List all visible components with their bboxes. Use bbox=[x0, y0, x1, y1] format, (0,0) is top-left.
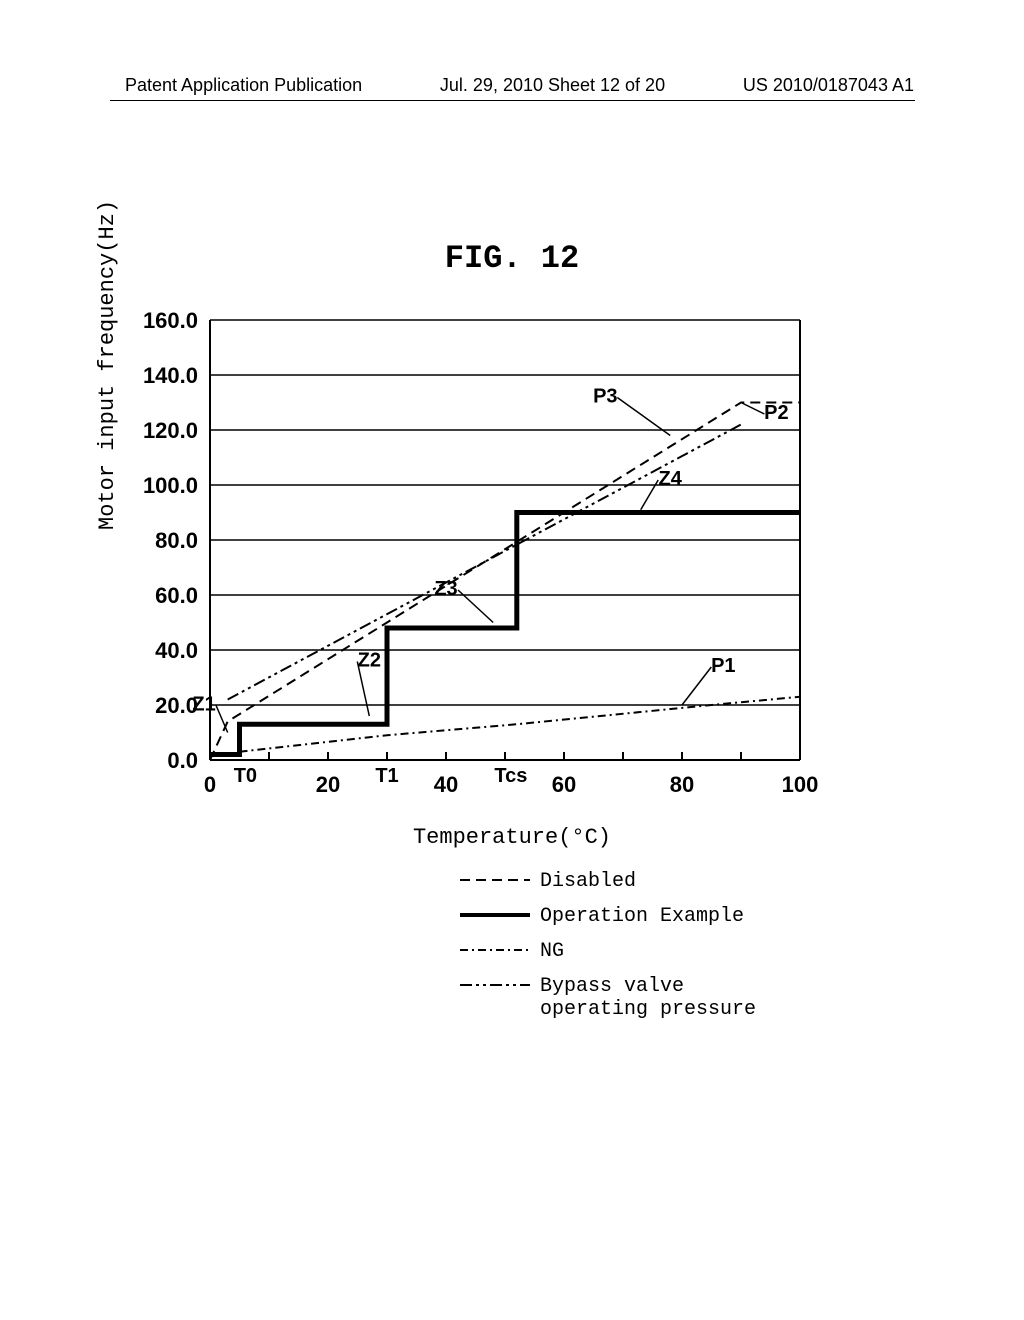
svg-text:140.0: 140.0 bbox=[143, 363, 198, 388]
legend-item: NG bbox=[460, 940, 756, 963]
svg-text:20: 20 bbox=[316, 772, 340, 797]
svg-text:P2: P2 bbox=[764, 402, 788, 424]
svg-text:P3: P3 bbox=[593, 386, 617, 408]
svg-text:T0: T0 bbox=[234, 765, 257, 787]
svg-text:0: 0 bbox=[204, 772, 216, 797]
svg-text:Tcs: Tcs bbox=[494, 765, 527, 787]
svg-text:40.0: 40.0 bbox=[155, 638, 198, 663]
legend-item: Disabled bbox=[460, 870, 756, 893]
legend-label: NG bbox=[540, 940, 564, 963]
svg-text:160.0: 160.0 bbox=[143, 308, 198, 333]
svg-text:120.0: 120.0 bbox=[143, 418, 198, 443]
svg-text:P1: P1 bbox=[711, 655, 735, 677]
svg-text:80: 80 bbox=[670, 772, 694, 797]
svg-text:T1: T1 bbox=[375, 765, 398, 787]
legend-label: Operation Example bbox=[540, 905, 744, 928]
legend-line-icon bbox=[460, 940, 530, 960]
svg-text:Z2: Z2 bbox=[358, 650, 381, 672]
svg-text:Z4: Z4 bbox=[659, 468, 683, 490]
svg-text:60: 60 bbox=[552, 772, 576, 797]
chart: 0.020.040.060.080.0100.0120.0140.0160.00… bbox=[0, 0, 1024, 820]
legend-line-icon bbox=[460, 975, 530, 995]
legend-label: Bypass valve operating pressure bbox=[540, 975, 756, 1021]
x-axis-label: Temperature(°C) bbox=[0, 825, 1024, 850]
svg-text:Z1: Z1 bbox=[192, 694, 215, 716]
svg-text:80.0: 80.0 bbox=[155, 528, 198, 553]
svg-text:Z3: Z3 bbox=[434, 578, 457, 600]
svg-text:0.0: 0.0 bbox=[167, 748, 198, 773]
legend-line-icon bbox=[460, 905, 530, 925]
legend-item: Operation Example bbox=[460, 905, 756, 928]
svg-text:100: 100 bbox=[782, 772, 819, 797]
svg-text:40: 40 bbox=[434, 772, 458, 797]
legend-line-icon bbox=[460, 870, 530, 890]
legend: Disabled Operation Example NG Bypass valve … bbox=[460, 870, 756, 1033]
legend-label: Disabled bbox=[540, 870, 636, 893]
svg-text:100.0: 100.0 bbox=[143, 473, 198, 498]
svg-text:60.0: 60.0 bbox=[155, 583, 198, 608]
legend-item: Bypass valve operating pressure bbox=[460, 975, 756, 1021]
